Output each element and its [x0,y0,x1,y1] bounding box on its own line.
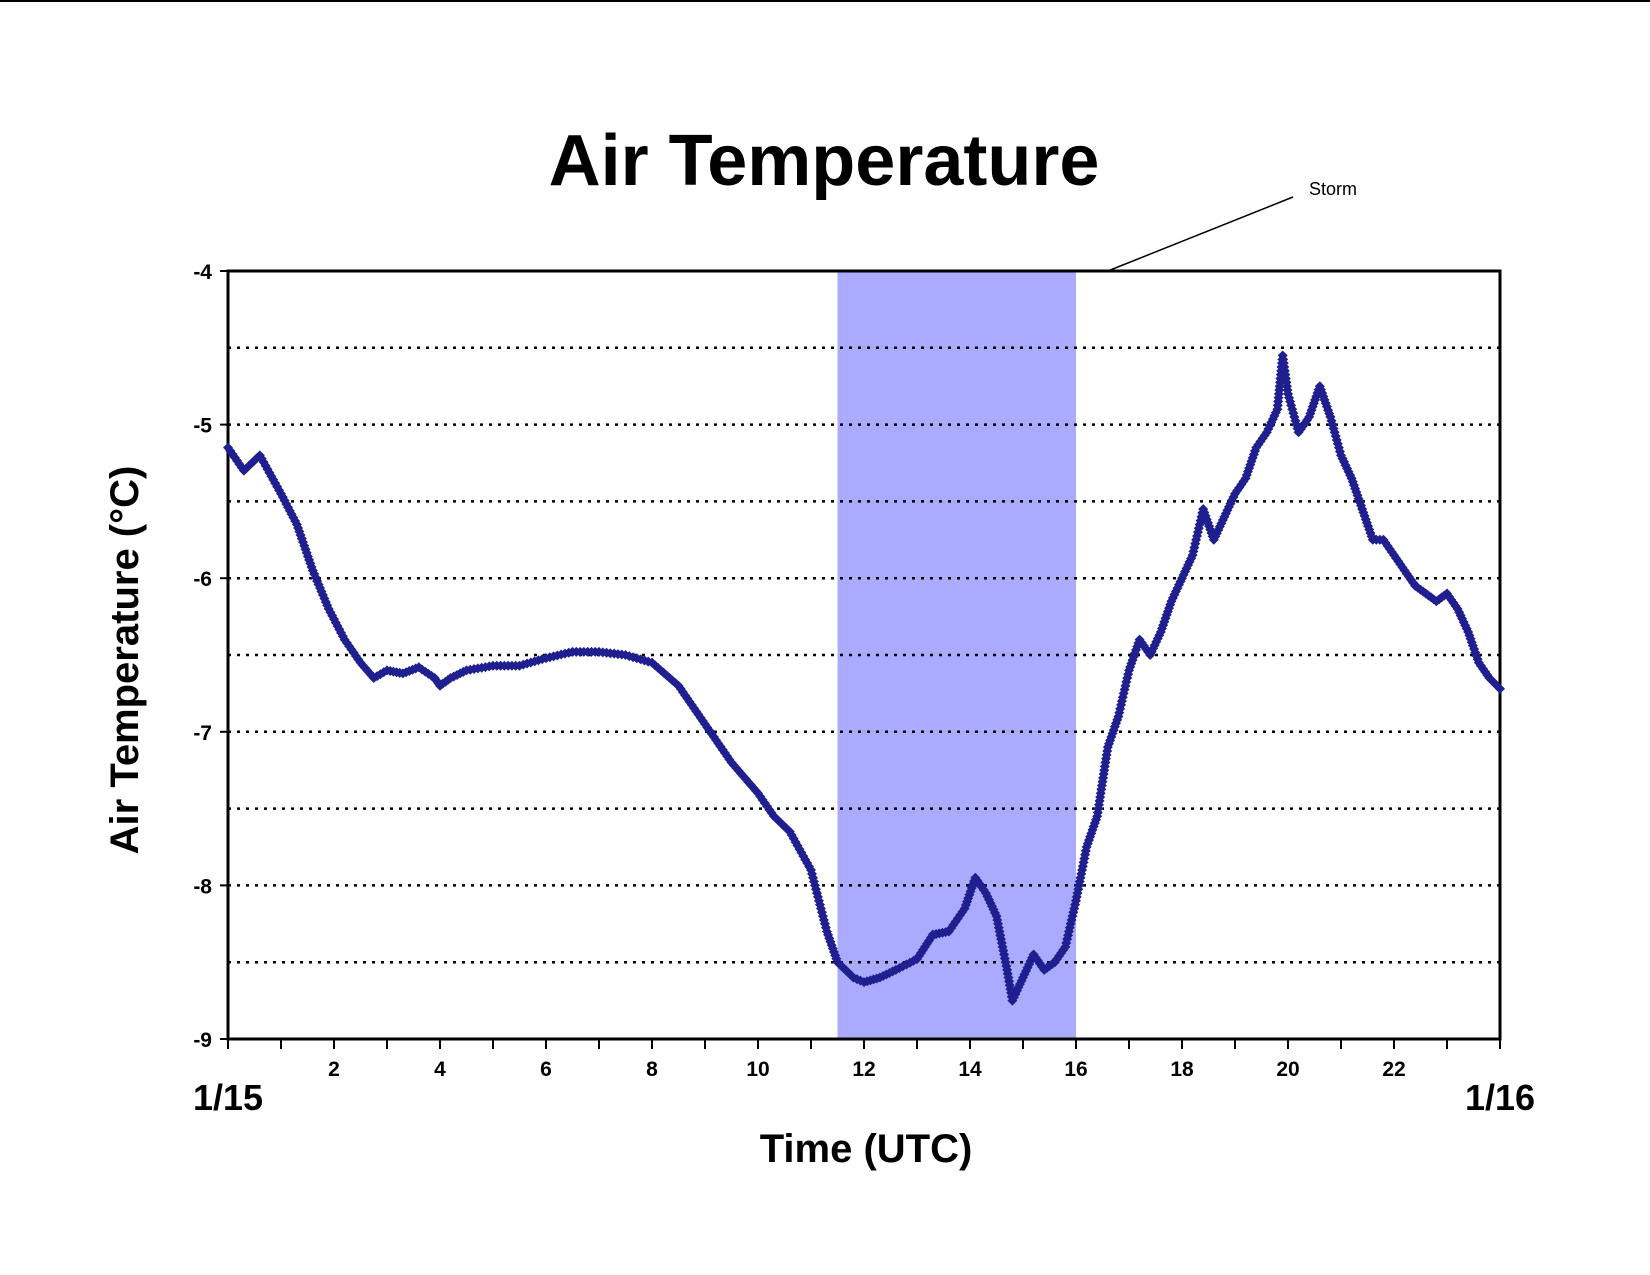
y-tick-label-1: -8 [193,875,212,898]
x-tick-label-20: 20 [1276,1058,1299,1081]
date-label-start: 1/15 [193,1077,263,1118]
x-axis-title: Time (UTC) [760,1127,973,1171]
x-tick-label-2: 2 [328,1058,340,1081]
data-point [1495,683,1505,694]
y-axis-ticks: -9 -8 -7 -6 -5 -4 [193,261,228,1052]
y-tick-label-2: -7 [193,722,212,745]
y-tick-label-4: -5 [193,415,212,438]
x-tick-label-4: 4 [434,1058,446,1081]
x-tick-label-22: 22 [1382,1058,1405,1081]
data-point-fill [284,505,295,516]
y-tick-label-5: -4 [193,261,212,284]
x-axis-ticks: 2 4 6 8 10 12 14 16 18 20 22 [227,1039,1501,1081]
y-axis-title: Air Temperature (°C) [103,466,147,855]
date-label-end: 1/16 [1465,1077,1535,1118]
y-tick-label-3: -6 [193,568,212,591]
x-tick-label-14: 14 [958,1058,982,1081]
x-tick-label-18: 18 [1170,1058,1194,1081]
storm-annotation-label: Storm [1309,179,1357,199]
data-points-layer [223,350,1505,1006]
x-tick-label-10: 10 [746,1058,769,1081]
top-border [0,0,1650,2]
y-tick-label-0: -9 [193,1029,212,1052]
data-point-fill [283,502,294,513]
storm-annotation-leader-line [1107,196,1294,272]
x-tick-label-8: 8 [646,1058,658,1081]
chart-title: Air Temperature [549,121,1100,201]
x-tick-label-6: 6 [540,1058,552,1081]
x-tick-label-12: 12 [852,1058,875,1081]
x-tick-label-16: 16 [1064,1058,1087,1081]
